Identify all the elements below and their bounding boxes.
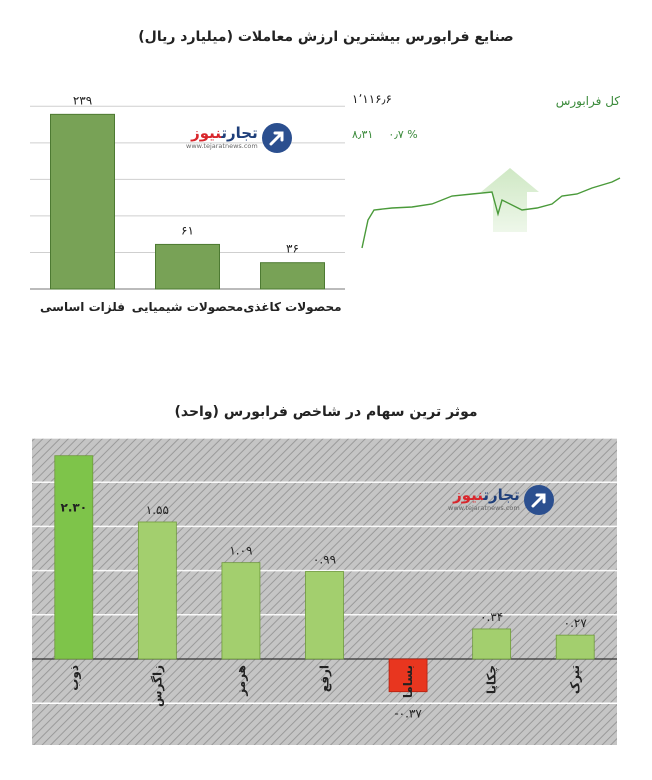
category-label: بساما: [401, 665, 415, 698]
bar-value-label: ۲.۳۰: [61, 501, 88, 515]
tejarat-news-logo-2: تجارتنیوز www.tejaratnews.com: [448, 482, 554, 518]
bar: [555, 634, 595, 660]
index-value: ۱٬۱۱۶٫۶: [352, 92, 392, 106]
bar-value-label: ۶۱: [181, 223, 194, 237]
bar: [472, 628, 512, 660]
category-label: زاگرس: [150, 665, 164, 707]
logo-arrow-icon: [261, 123, 292, 153]
tejarat-news-logo: تجارتنیوز www.tejaratnews.com: [186, 120, 292, 156]
category-label: تپرک: [568, 665, 582, 694]
bar-value-label: ۲۳۹: [73, 93, 92, 107]
category-label: ارفع: [318, 665, 332, 692]
bar: [305, 571, 344, 660]
bar-value-label: -۰.۳۷: [394, 707, 422, 721]
index-change-percent: ۰٫۷ %: [388, 128, 418, 141]
top-chart-title: صنایع فرابورس بیشترین ارزش معاملات (میلی…: [138, 29, 514, 45]
bar: [54, 455, 94, 660]
index-change-points: ۸٫۳۱: [352, 128, 374, 141]
bar: [50, 113, 115, 290]
category-label: محصولات شیمیایی: [132, 300, 243, 315]
bar-value-label: ۱.۰۹: [229, 544, 252, 558]
bar: [221, 562, 261, 660]
bar-value-label: ۱.۵۵: [146, 503, 169, 517]
category-label: فلزات اساسی: [40, 300, 125, 314]
category-label: هرمز: [234, 665, 248, 697]
category-label: ذوب: [67, 665, 82, 691]
bar: [260, 262, 325, 290]
bar: [388, 658, 428, 693]
category-label: محصولات کاغذی: [243, 300, 341, 315]
bar: [155, 243, 220, 290]
up-arrow-icon: [481, 168, 539, 232]
logo-url: www.tejaratnews.com: [186, 142, 258, 151]
logo-url-2: www.tejaratnews.com: [448, 504, 520, 513]
bar-value-label: ۰.۹۹: [313, 552, 336, 566]
index-name: کل فرابورس: [555, 94, 620, 108]
bottom-chart-title: موثر ترین سهام در شاخص فرابورس (واحد): [174, 404, 478, 420]
logo-brand: تجارتنیوز: [191, 124, 258, 143]
bottom-bar-chart: ۲.۳۰ ذوب ۱.۵۵ زاگرس ۱.۰۹ هرمز ۰.۹۹ ارفع -۰.۳۷ بسا…: [32, 437, 617, 745]
bar-value-label: ۰.۳۴: [480, 610, 503, 624]
category-label: چکاپا: [485, 665, 499, 694]
top-bar-chart: ۲۳۹ فلزات اساسی ۶۱ محصولات شیمیایی ۳۶ محصولات…: [30, 93, 345, 315]
logo-brand-2: تجارتنیوز: [453, 486, 520, 505]
bar-value-label: ۰.۲۷: [564, 616, 588, 630]
bar-value-label: ۳۶: [286, 242, 299, 256]
logo-arrow-icon-2: [523, 485, 554, 515]
index-line: [361, 177, 621, 249]
index-line-chart: [361, 168, 621, 249]
bar: [137, 521, 177, 660]
index-change: ۸٫۳۱ ۰٫۷ %: [352, 128, 418, 141]
